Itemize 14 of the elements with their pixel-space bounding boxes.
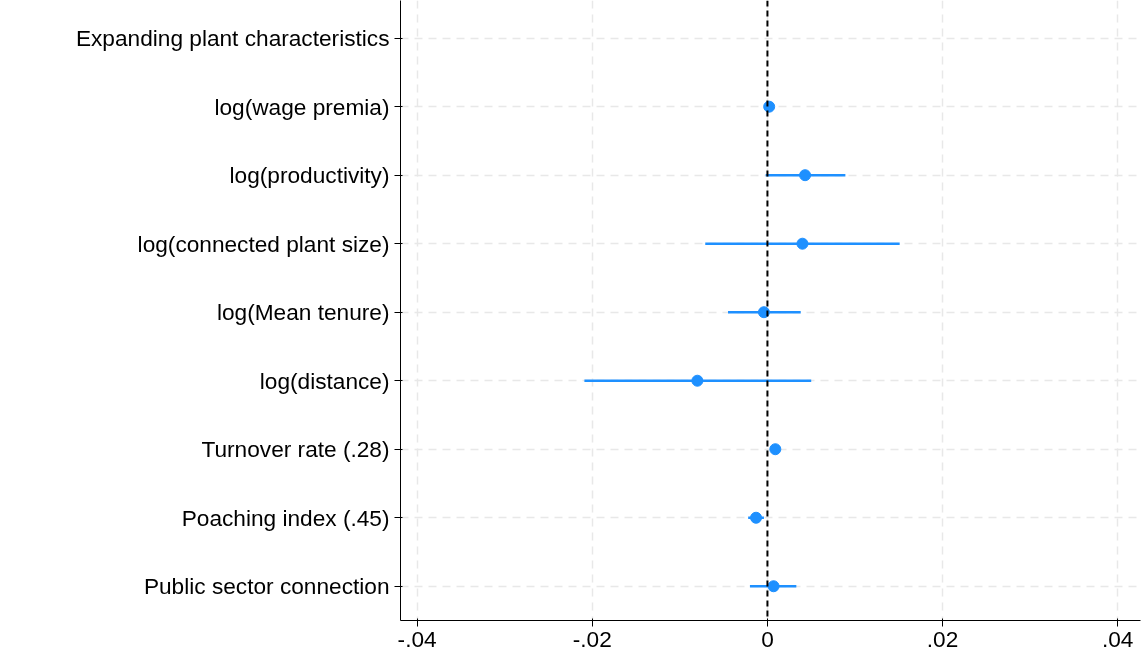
x-tick-label: .04: [1101, 625, 1134, 652]
x-tick-label: -.04: [397, 625, 437, 652]
y-tick-label: Poaching index (.45): [181, 504, 390, 531]
y-tick-label: log(productivity): [229, 162, 390, 189]
y-tick-label: log(Mean tenure): [216, 299, 390, 326]
x-tick-label: -.02: [572, 625, 612, 652]
y-tick-label: log(distance): [259, 367, 390, 394]
x-tick-label: 0: [761, 625, 774, 652]
y-tick-label: log(wage premia): [214, 93, 390, 120]
y-tick-label: Public sector connection: [143, 573, 390, 600]
y-tick-label: Turnover rate (.28): [201, 436, 390, 463]
y-tick-label: Expanding plant characteristics: [75, 25, 390, 52]
x-tick-label: .02: [926, 625, 959, 652]
y-tick-label: log(connected plant size): [137, 230, 390, 257]
